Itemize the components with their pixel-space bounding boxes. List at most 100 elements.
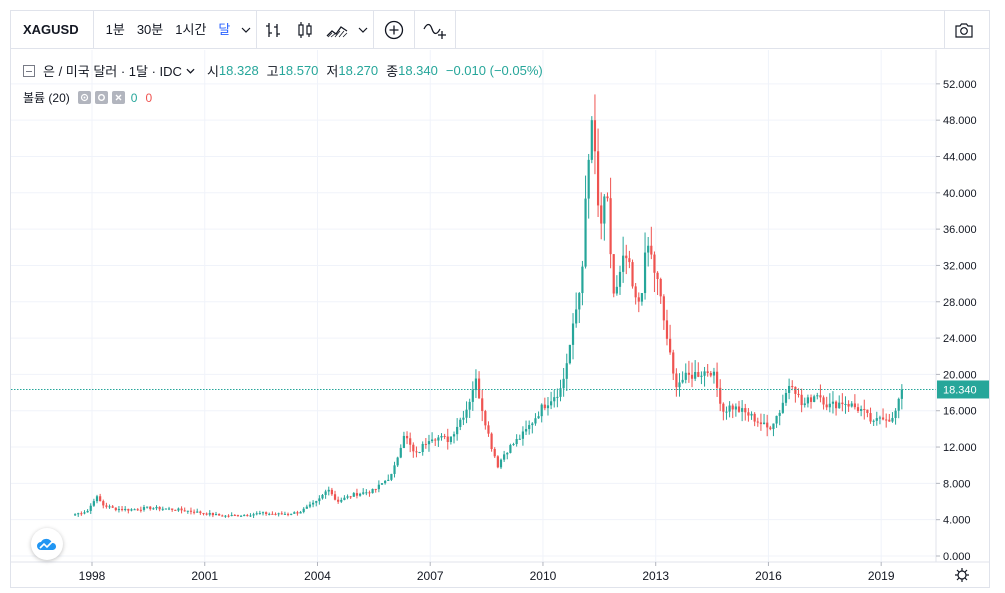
toolbar-divider: [455, 10, 457, 49]
remove-button[interactable]: [111, 91, 125, 104]
candle: [656, 271, 659, 296]
candle: [753, 412, 756, 427]
candle: [358, 492, 362, 497]
low-label: 저: [326, 64, 339, 79]
x-tick-label: 2004: [304, 569, 331, 583]
interval-month-button[interactable]: 달: [218, 21, 231, 37]
candle: [841, 393, 844, 412]
x-tick-label: 2013: [642, 569, 669, 583]
style-dropdown-button[interactable]: [353, 11, 373, 49]
candle: [330, 487, 333, 496]
candle: [722, 402, 725, 421]
candle: [769, 425, 772, 431]
change-value: −0.010 (−0.05%): [445, 63, 543, 78]
candle: [725, 406, 728, 420]
candle: [412, 442, 415, 458]
candle: [650, 226, 653, 260]
candle: [672, 349, 675, 381]
candle: [437, 434, 440, 447]
volume-value-1: 0: [130, 90, 138, 105]
candle: [124, 506, 127, 512]
interval-dropdown-button[interactable]: [236, 11, 256, 49]
candle: [816, 392, 819, 400]
candle: [847, 400, 850, 412]
candle: [155, 505, 158, 511]
candle: [261, 511, 265, 516]
toolbar-divider: [256, 10, 258, 49]
add-indicator-button[interactable]: [374, 11, 414, 49]
candle: [390, 473, 393, 482]
candle: [192, 509, 196, 515]
collapse-legend-button[interactable]: [23, 64, 35, 77]
high-value: 18.570: [278, 63, 319, 78]
candle: [665, 309, 669, 346]
interval-30m-button[interactable]: 30분: [136, 21, 164, 37]
candle: [183, 507, 186, 512]
candle: [255, 511, 258, 516]
candle: [737, 400, 741, 413]
candle: [653, 251, 656, 293]
candle: [888, 413, 891, 422]
price-chart[interactable]: 52.000 48.000 44.000 40.000 36.000 32.000 28.0…: [11, 11, 989, 587]
candle: [850, 401, 853, 408]
x-tick-label: 2019: [868, 569, 895, 583]
candle: [571, 313, 575, 360]
interval-1m-button[interactable]: 1분: [105, 21, 125, 37]
candle: [487, 421, 490, 437]
visibility-button[interactable]: [77, 91, 91, 104]
candle: [625, 244, 628, 275]
candle: [105, 502, 108, 509]
candle: [731, 403, 734, 419]
axis-settings-button[interactable]: [955, 568, 969, 582]
candle: [866, 409, 869, 418]
candle: [825, 396, 828, 411]
candle: [537, 411, 540, 419]
chevron-down-icon: [358, 27, 368, 33]
candle: [531, 422, 534, 434]
candle: [92, 498, 95, 507]
candle: [399, 444, 402, 459]
candle: [77, 512, 80, 517]
candle: [133, 508, 136, 511]
interval-1h-button[interactable]: 1시간: [175, 21, 207, 37]
y-tick-label: 40.000: [943, 188, 977, 200]
candle: [465, 401, 468, 424]
candle: [127, 508, 130, 514]
candle-style-button[interactable]: [289, 11, 321, 49]
candle: [575, 292, 578, 328]
candle: [637, 292, 640, 313]
candle: [609, 177, 612, 269]
y-tick-label: 12.000: [943, 442, 977, 454]
area-style-button[interactable]: [321, 11, 353, 49]
candle: [80, 511, 83, 516]
chart-widget: XAGUSD 1분 30분 1시간 달: [10, 10, 990, 588]
candle: [449, 436, 452, 445]
screenshot-button[interactable]: [945, 11, 983, 49]
candle: [869, 407, 872, 424]
candle: [368, 490, 371, 497]
symbol-selector[interactable]: XAGUSD: [11, 10, 94, 49]
candle: [327, 486, 330, 496]
candle: [756, 417, 759, 427]
candle: [130, 508, 133, 512]
candle: [590, 116, 593, 164]
bar-style-button[interactable]: [257, 11, 289, 49]
candle: [800, 388, 803, 413]
candle: [669, 324, 672, 355]
gear-icon: [97, 94, 105, 101]
close-label: 종: [386, 64, 399, 79]
candle: [509, 443, 512, 454]
x-tick-label: 2001: [191, 569, 218, 583]
candle: [421, 441, 424, 456]
candle: [471, 381, 474, 411]
candle: [149, 506, 152, 511]
legend-dropdown-button[interactable]: [186, 68, 195, 74]
tradingview-logo[interactable]: [31, 528, 63, 560]
candle: [243, 514, 246, 517]
settings-button[interactable]: [94, 91, 108, 104]
candle: [813, 394, 816, 403]
candle: [844, 396, 847, 414]
candle: [703, 366, 706, 387]
candle: [239, 514, 243, 517]
compare-button[interactable]: [415, 11, 455, 49]
